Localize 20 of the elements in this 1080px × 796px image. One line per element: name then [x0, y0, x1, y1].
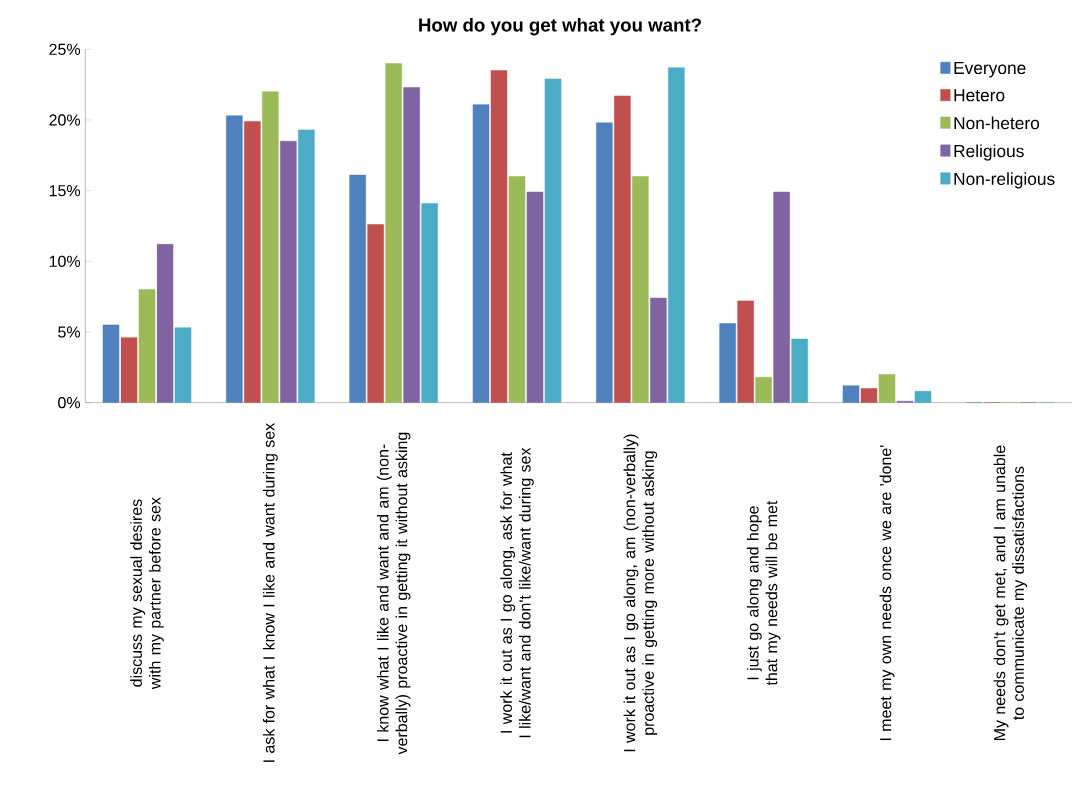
y-tick-label: 0%: [58, 397, 81, 409]
y-tick-label: 10%: [49, 255, 81, 267]
x-tick-label: My needs don't get met, and I am unable to communicate my dissatisfactions: [993, 445, 1028, 741]
legend-label: Hetero: [954, 89, 1005, 102]
x-tick-label: I meet my own needs once we are 'done': [879, 445, 895, 741]
y-tick-label: 20%: [49, 114, 81, 126]
x-tick-label: I know what I like and want and am (non-verbally) proactive in getting it without asking: [376, 432, 411, 755]
legend-label: Non-religious: [954, 172, 1055, 189]
legend-label: Religious: [954, 144, 1024, 161]
legend-label: Non-hetero: [954, 116, 1040, 130]
x-tick-label: I just go along and hope that my needs will be met: [746, 500, 781, 686]
y-tick-label: 5%: [58, 326, 81, 338]
x-tick-label: I work it out as I go along, ask for what I like/want and don't like/want during sex: [500, 447, 534, 738]
legend-label: Everyone: [954, 62, 1026, 78]
y-tick-label: 15%: [49, 185, 81, 197]
chart-title: How do you get what you want?: [419, 17, 702, 36]
x-tick-label: discuss my sexual desires with my partner before sex: [130, 497, 164, 690]
x-tick-label: I ask for what I know I like and want during sex: [262, 423, 278, 762]
y-tick-label: 25%: [49, 43, 81, 55]
x-tick-label: I work it out as I go along, am (non-verbally) proactive in getting more without asking: [623, 434, 658, 752]
